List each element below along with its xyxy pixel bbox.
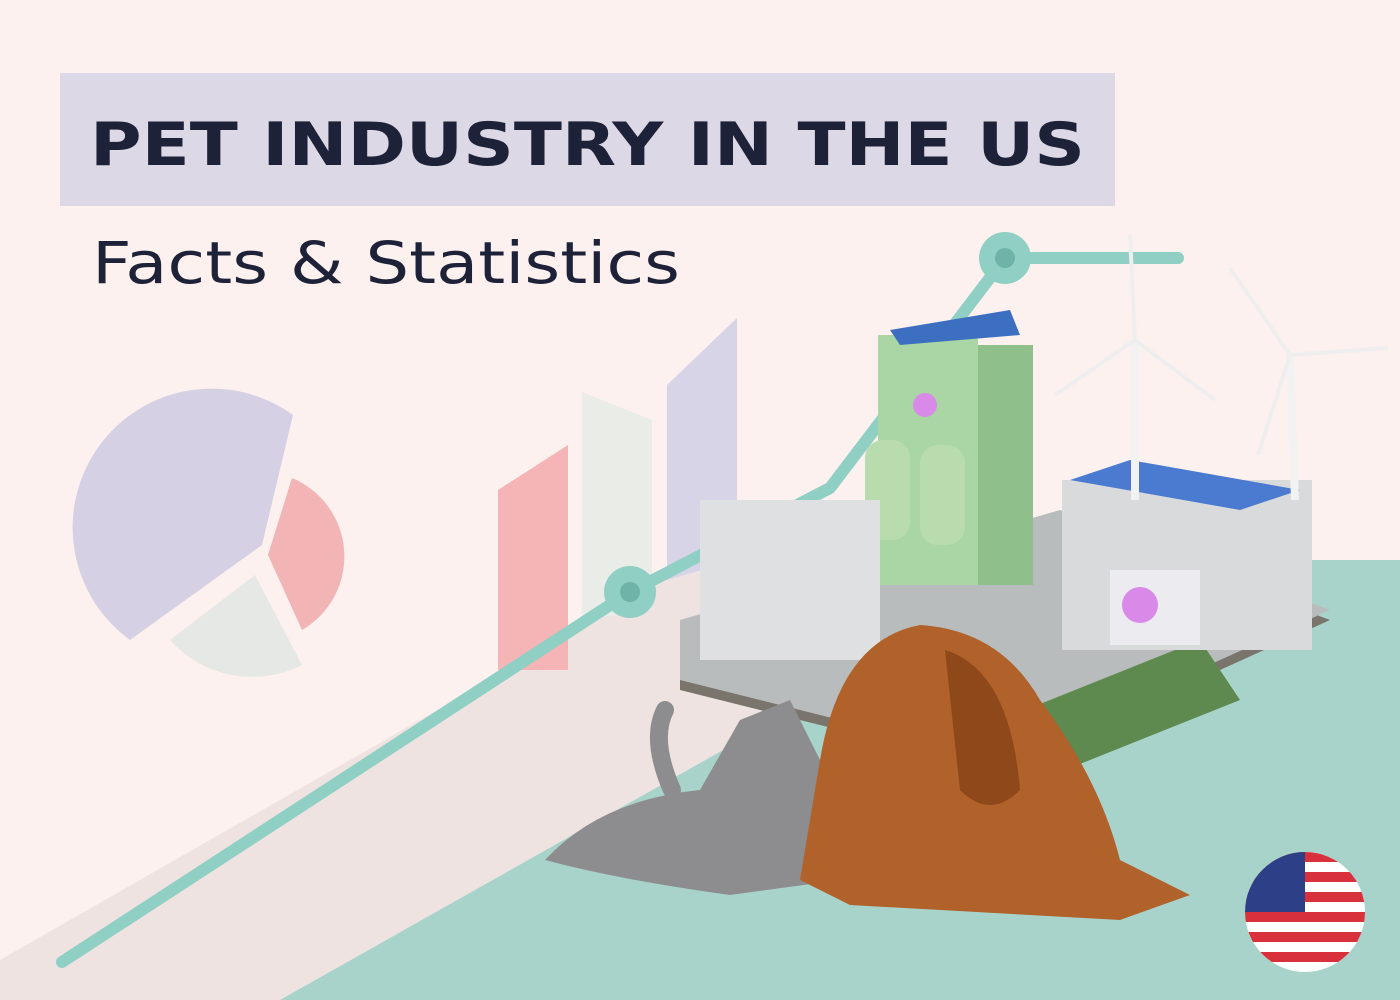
tank [920, 445, 965, 545]
title-box [60, 73, 1115, 206]
trend-point-core [620, 582, 640, 602]
trend-line [56, 252, 1184, 968]
bar-decoration [582, 392, 652, 620]
paw-sign [913, 393, 937, 417]
paw-sign [1122, 587, 1158, 623]
bar-decoration [498, 445, 568, 670]
page-subtitle: Facts & Statistics [92, 229, 680, 297]
cat-tail [649, 701, 681, 799]
turbine-blade [1133, 338, 1217, 402]
pie-slice [268, 478, 345, 630]
tower-side [978, 345, 1033, 585]
cat [545, 700, 840, 895]
turbine-blade [1289, 346, 1389, 357]
pets-illustration [545, 625, 1190, 920]
turbine-blade [1128, 234, 1137, 341]
dog-ear [945, 650, 1020, 805]
solar-panel [890, 310, 1020, 345]
solar-panel [1070, 460, 1300, 510]
pie-slice [72, 388, 294, 640]
pie-slice [170, 575, 302, 677]
hvac-units [700, 500, 880, 660]
turbine-blade [1053, 338, 1137, 397]
wind-turbine [1286, 354, 1299, 501]
pie-decoration [72, 388, 345, 677]
us-flag [1245, 852, 1365, 972]
turbine-blade [1228, 266, 1292, 357]
page-title: PET INDUSTRY IN THE US [90, 110, 1085, 180]
trend-point-core [995, 248, 1015, 268]
turbine-blade [1256, 354, 1292, 456]
